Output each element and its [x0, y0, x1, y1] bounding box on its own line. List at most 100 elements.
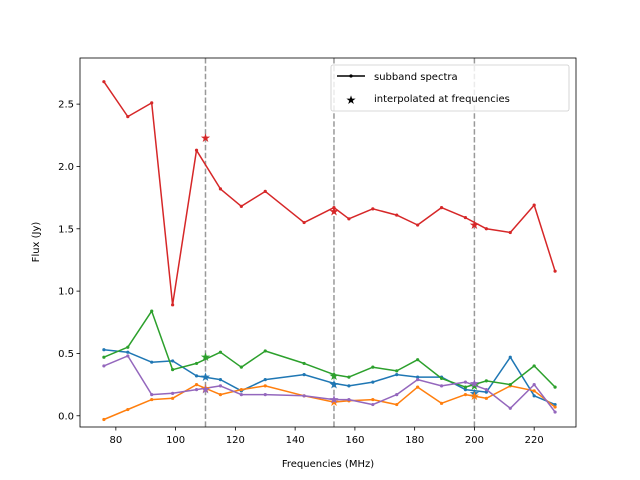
series-line: [103, 310, 556, 388]
series-point: [171, 303, 175, 307]
series-point: [416, 375, 420, 379]
series-line: [103, 348, 556, 406]
series-point: [102, 364, 106, 368]
series-point: [150, 360, 154, 364]
series-point: [332, 373, 336, 377]
series-line: [103, 383, 556, 421]
axis-ticks: 80 100 120 140 160 180 200 220 0.0 0.5 1.0 1.5 2.0 2.…: [58, 100, 544, 446]
series-point: [239, 204, 243, 208]
series-point: [194, 361, 199, 366]
series-point: [439, 384, 444, 388]
interpolated-star: ★: [469, 379, 480, 393]
interpolated-star: ★: [200, 350, 211, 364]
series-point: [484, 227, 488, 231]
series-point: [439, 401, 444, 405]
series-point: [395, 213, 399, 217]
series-point: [218, 384, 223, 388]
series-point: [150, 392, 154, 397]
x-tick-label: 160: [345, 435, 364, 446]
series-point: [218, 392, 223, 397]
series-point: [302, 394, 306, 398]
interpolated-star: ★: [329, 378, 340, 392]
series-point: [126, 345, 130, 349]
series-point: [508, 406, 512, 410]
series-point: [532, 389, 536, 393]
series-point: [263, 189, 267, 193]
series-point: [347, 397, 351, 402]
interpolated-star: ★: [469, 376, 480, 390]
series-point: [508, 383, 512, 387]
series-point: [194, 388, 199, 392]
series-point: [553, 405, 557, 409]
series-point: [194, 374, 199, 378]
series-point: [126, 114, 130, 119]
series-point: [371, 365, 375, 369]
legend-dot-marker: [349, 74, 353, 78]
series-point: [302, 220, 306, 225]
series-point: [171, 359, 175, 363]
series-point: [395, 373, 399, 377]
series-point: [532, 364, 536, 368]
series-point: [126, 407, 130, 412]
x-tick-label: 220: [525, 435, 544, 446]
series-point: [371, 207, 375, 211]
interpolated-star: ★: [329, 393, 340, 407]
series-point: [532, 394, 536, 398]
y-tick-label: 0.0: [58, 411, 74, 422]
series-point: [553, 385, 557, 389]
y-tick-label: 1.0: [58, 287, 74, 298]
interpolated-star: ★: [200, 131, 211, 145]
series-point: [463, 385, 468, 389]
series-point: [263, 384, 267, 388]
series-point: [263, 378, 267, 382]
series-point: [150, 101, 154, 105]
series-point: [416, 358, 420, 362]
series-point: [102, 417, 106, 422]
interpolated-star: ★: [200, 370, 211, 384]
series-point: [332, 381, 336, 385]
series-point: [508, 230, 512, 235]
series-point: [416, 223, 420, 227]
series-point: [347, 375, 351, 379]
y-tick-label: 1.5: [58, 224, 74, 235]
series-point: [126, 354, 130, 358]
series-point: [239, 392, 243, 397]
series-point: [302, 373, 306, 377]
x-axis-label: Frequencies (MHz): [282, 459, 374, 470]
series-point: [553, 402, 557, 407]
series-point: [463, 215, 468, 220]
interpolated-star: ★: [329, 204, 340, 218]
series-point: [395, 392, 399, 397]
series-point: [532, 203, 536, 207]
legend-label-subband: subband spectra: [374, 72, 458, 83]
x-tick-label: 80: [109, 435, 122, 446]
series-point: [439, 376, 444, 380]
series-point: [332, 400, 336, 404]
series-point: [171, 368, 175, 372]
y-tick-label: 2.0: [58, 162, 74, 173]
series-point: [332, 397, 336, 402]
series-point: [371, 397, 375, 402]
series-point: [218, 350, 223, 354]
series-point: [484, 379, 488, 383]
series-point: [371, 380, 375, 384]
series-point: [484, 396, 488, 400]
series-point: [102, 80, 106, 84]
series-point: [553, 410, 557, 414]
interpolated-star: ★: [200, 383, 211, 397]
series-point: [239, 365, 243, 369]
series-point: [126, 350, 130, 354]
series-line: [103, 355, 556, 413]
series-point: [484, 390, 488, 394]
series-point: [371, 402, 375, 407]
series-point: [102, 355, 106, 359]
series-point: [102, 348, 106, 352]
series-point: [218, 378, 223, 382]
series-point: [416, 378, 420, 382]
series-point: [463, 392, 468, 397]
series-point: [150, 309, 154, 313]
series-point: [532, 383, 536, 387]
series-point: [463, 380, 468, 384]
x-tick-label: 180: [405, 435, 424, 446]
